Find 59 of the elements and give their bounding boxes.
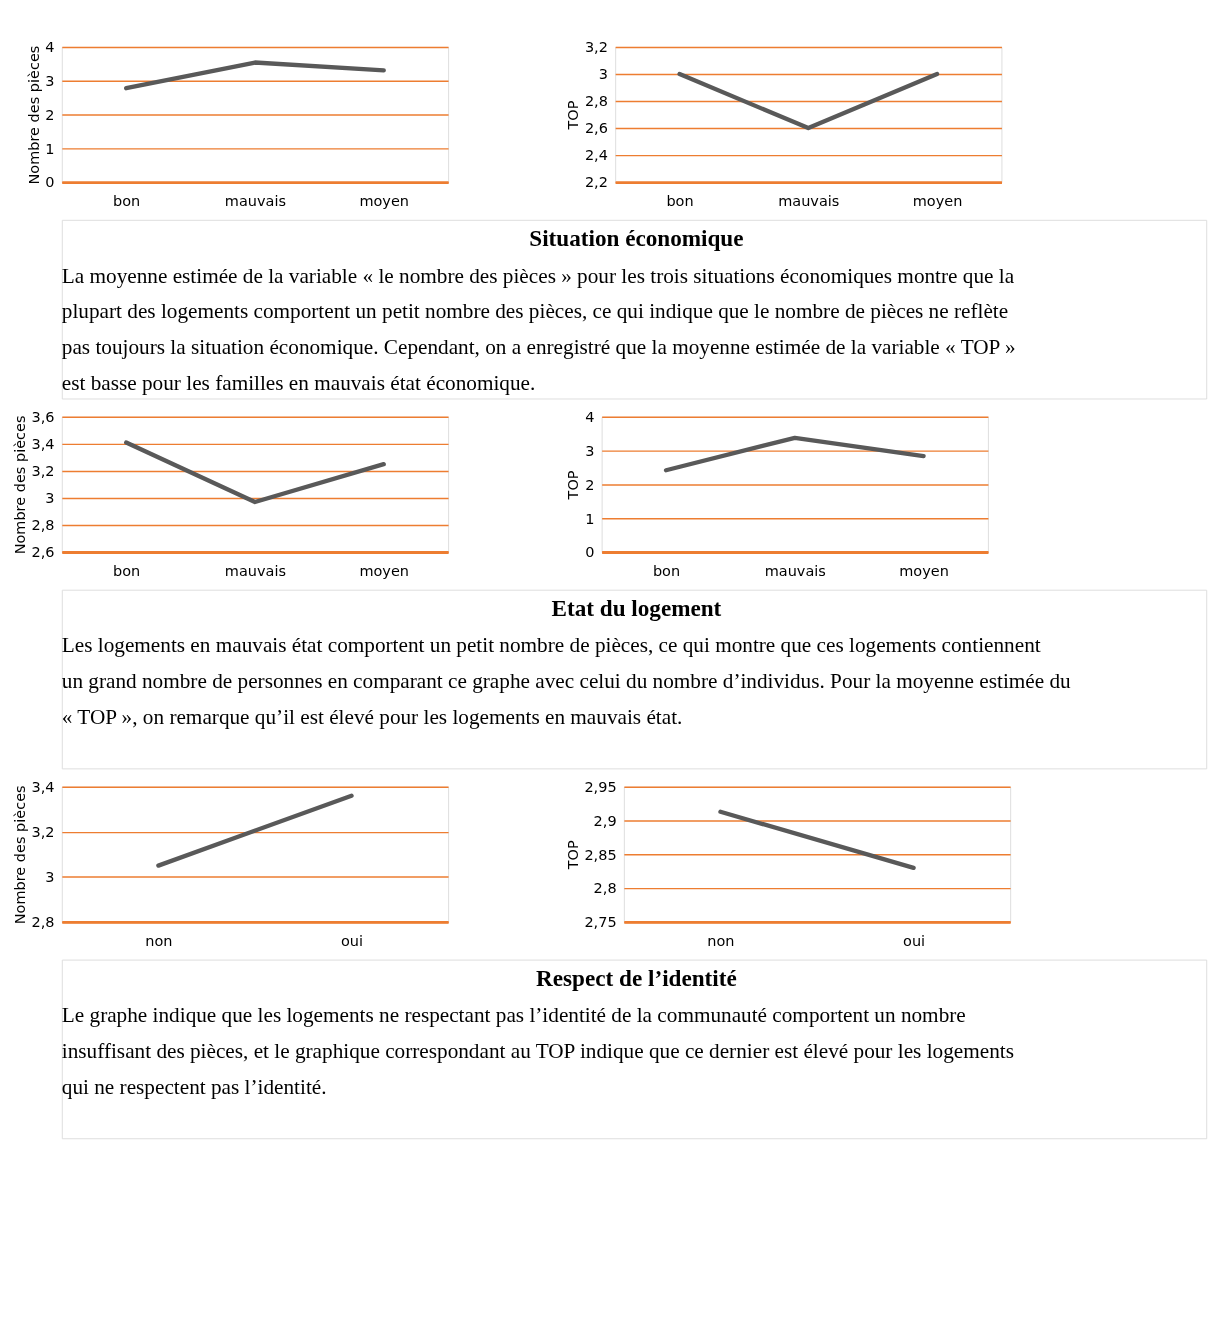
y-tick-label: 4 bbox=[45, 39, 55, 56]
y-tick-label: 3 bbox=[598, 66, 608, 83]
y-axis-title: TOP bbox=[565, 470, 582, 501]
y-tick-label: 3,2 bbox=[31, 824, 55, 841]
y-axis-title: Nombre des pièces bbox=[11, 785, 28, 925]
y-tick-label: 1 bbox=[585, 510, 595, 527]
y-tick-label: 2,8 bbox=[31, 517, 55, 534]
x-tick-label: non bbox=[145, 932, 173, 949]
text: La moyenne estimée de la variable « le nombre des pièces » pour les trois situations économiques montre que la plupart des logements comportent un petit nombre des pièces, ce qui indique que le nombre de pièces ne reflète pas toujours la situation économique. Cependant, on a enregistré que la moyenne estimée de la variable « TOP » est basse pour les familles en mauvais état économique. bbox=[61, 263, 1016, 395]
text: Les logements en mauvais état comportent un petit nombre de pièces, ce qui montre que ces logements contiennent un grand nombre de personnes en comparant ce graphe avec celui du nombre d’individus. Pour la moyenne estimée du « TOP », on remarque qu’il est élevé pour les logements en mauvais état. bbox=[61, 633, 1072, 729]
y-tick-label: 2,95 bbox=[584, 779, 617, 796]
y-tick-label: 2,9 bbox=[593, 812, 617, 829]
x-tick-label: moyen bbox=[899, 562, 949, 579]
x-tick-label: bon bbox=[652, 562, 681, 579]
text: Situation économique bbox=[529, 224, 744, 251]
y-axis-title: Nombre des pièces bbox=[11, 415, 28, 555]
x-tick-label: bon bbox=[113, 192, 141, 209]
y-tick-label: 3,4 bbox=[31, 779, 55, 796]
y-tick-label: 2,4 bbox=[584, 147, 608, 164]
y-tick-label: 2,6 bbox=[31, 544, 55, 561]
x-tick-label: mauvais bbox=[778, 192, 840, 209]
y-tick-label: 3,4 bbox=[31, 436, 55, 453]
y-tick-label: 2,85 bbox=[584, 846, 617, 863]
y-tick-label: 3 bbox=[45, 73, 55, 90]
y-axis-title: TOP bbox=[565, 100, 582, 131]
x-tick-label: moyen bbox=[912, 192, 963, 209]
y-tick-label: 2,75 bbox=[584, 914, 617, 931]
y-tick-label: 2,2 bbox=[584, 174, 608, 191]
y-tick-label: 3,2 bbox=[31, 463, 55, 480]
y-tick-label: 3,6 bbox=[31, 409, 55, 426]
y-tick-label: 3 bbox=[45, 869, 55, 886]
y-tick-label: 2,8 bbox=[593, 880, 617, 897]
x-tick-label: non bbox=[707, 932, 735, 949]
x-tick-label: mauvais bbox=[224, 192, 286, 209]
text: Etat du logement bbox=[551, 594, 722, 621]
y-axis-title: TOP bbox=[564, 840, 581, 871]
y-tick-label: 3,2 bbox=[584, 39, 608, 56]
x-tick-label: bon bbox=[113, 562, 141, 579]
x-tick-label: bon bbox=[666, 192, 694, 209]
text: Respect de l’identité bbox=[536, 964, 737, 991]
y-tick-label: 1 bbox=[45, 140, 55, 157]
x-tick-label: oui bbox=[340, 932, 364, 949]
text: Le graphe indique que les logements ne respectant pas l’identité de la communauté comportent un nombre insuffisant des pièces, et le graphique correspondant au TOP indique que ce dernier est élevé pour les logements qui ne respectent pas l’identité. bbox=[61, 1003, 1014, 1099]
y-tick-label: 3 bbox=[45, 490, 55, 507]
y-tick-label: 3 bbox=[585, 442, 595, 459]
y-tick-label: 2,6 bbox=[584, 120, 608, 137]
y-tick-label: 0 bbox=[585, 544, 595, 561]
y-tick-label: 2 bbox=[585, 476, 595, 493]
y-tick-label: 4 bbox=[585, 409, 595, 426]
y-tick-label: 2,8 bbox=[584, 93, 608, 110]
x-tick-label: mauvais bbox=[764, 562, 826, 579]
x-tick-label: moyen bbox=[359, 192, 409, 209]
x-tick-label: oui bbox=[903, 932, 926, 949]
y-axis-title: Nombre des pièces bbox=[25, 45, 42, 185]
x-tick-label: mauvais bbox=[224, 562, 286, 579]
y-tick-label: 0 bbox=[45, 174, 55, 191]
x-tick-label: moyen bbox=[359, 562, 409, 579]
y-tick-label: 2 bbox=[45, 106, 55, 123]
y-tick-label: 2,8 bbox=[31, 914, 55, 931]
